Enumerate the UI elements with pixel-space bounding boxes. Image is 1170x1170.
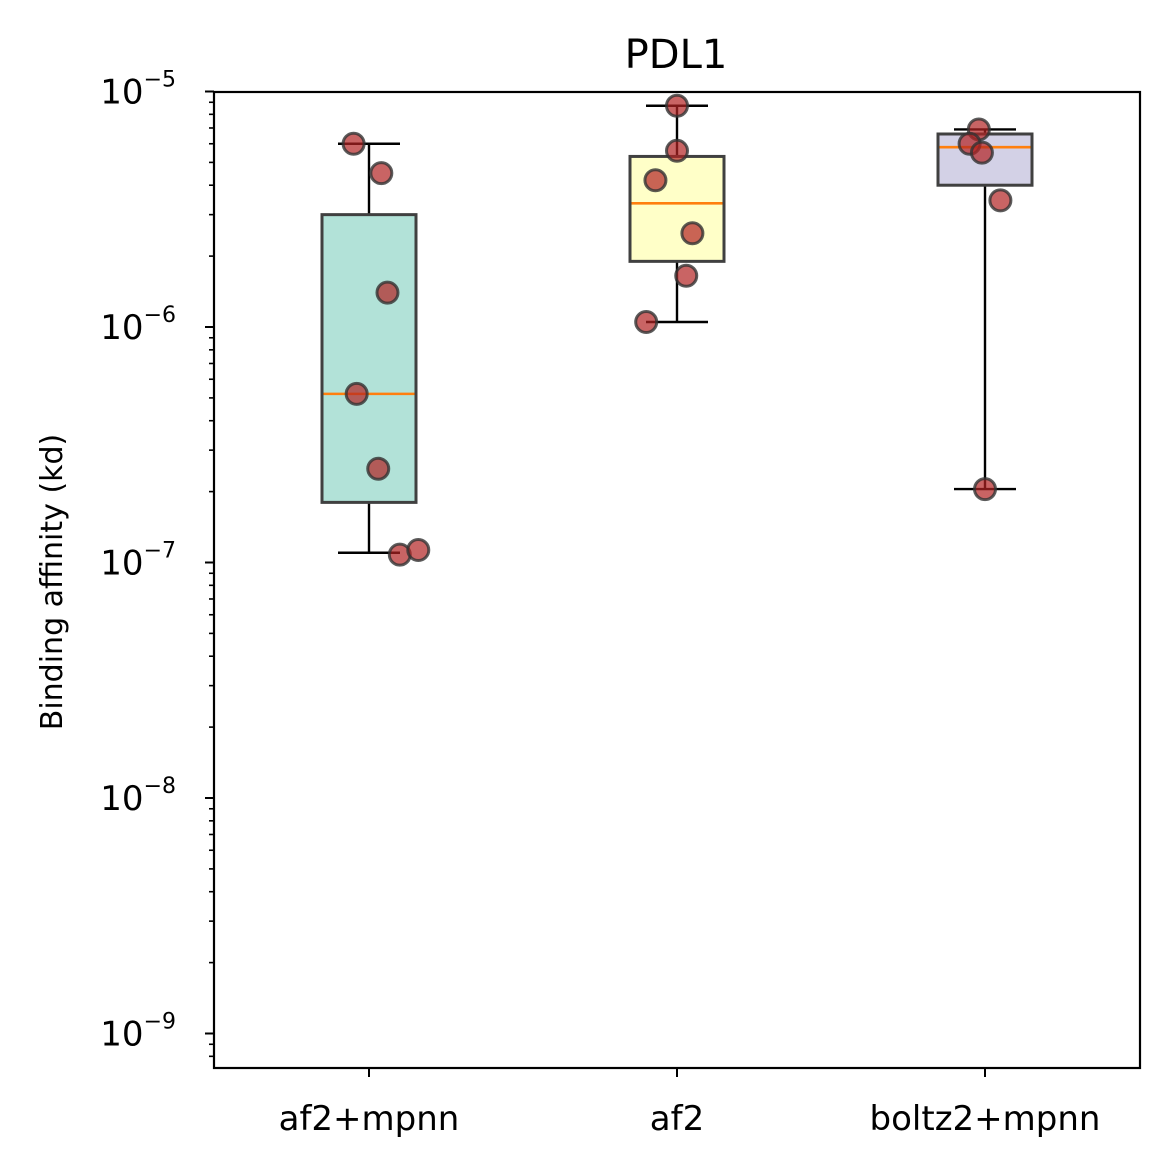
data-point [366,456,391,481]
x-tick-label: af2 [650,1099,704,1139]
data-point [375,280,400,305]
data-point [665,93,689,118]
y-axis-label: Binding affinity (kd) [35,434,70,731]
y-tick-label: 10−5 [100,68,176,113]
data-point [643,168,668,193]
data-point [988,188,1013,213]
data-point [406,538,431,562]
y-tick-label: 10−7 [100,539,176,584]
data-point [680,221,705,246]
data-point [634,310,659,335]
box-1 [320,213,418,504]
data-point [969,140,994,165]
y-tick-label: 10−8 [100,774,176,819]
plot-frame [212,90,1142,1070]
box-2 [628,154,726,263]
data-point [665,138,689,163]
data-point [674,263,699,288]
x-tick-label: boltz2+mpnn [870,1099,1101,1139]
x-tick-label: af2+mpnn [279,1099,460,1139]
data-point [369,161,394,186]
data-point [341,131,366,156]
data-point [344,381,369,406]
y-tick-label: 10−6 [100,303,176,348]
chart-title: PDL1 [625,32,728,78]
y-tick-label: 10−9 [100,1010,176,1055]
data-point [973,477,997,502]
plot-area: 10−9 10−8 10−7 10−6 10−5 af2+mpnn af2 boltz2+mp… [100,68,1142,1139]
